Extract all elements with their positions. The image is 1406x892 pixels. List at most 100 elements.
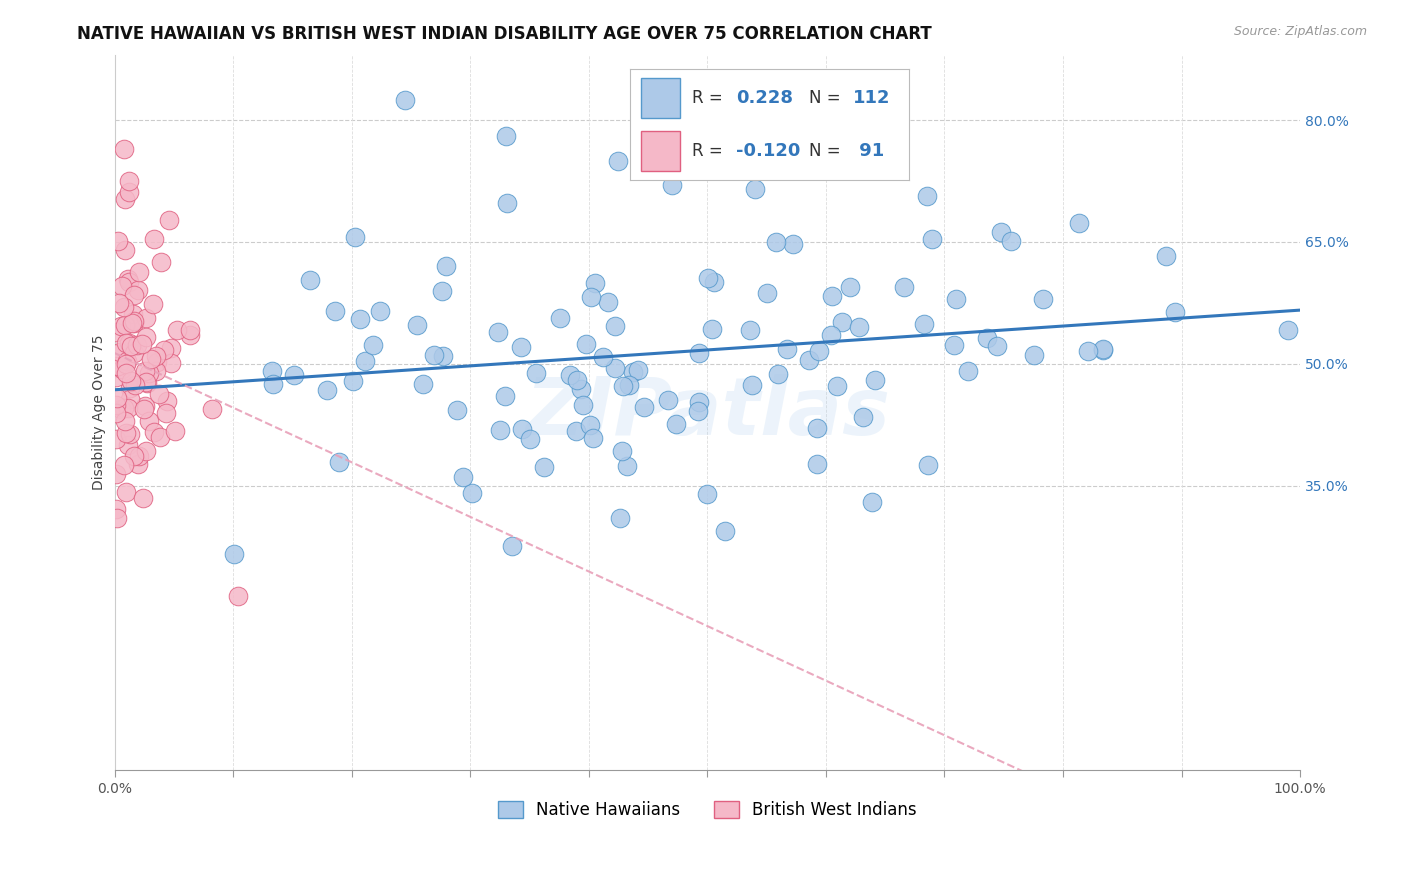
Point <box>714 524 737 538</box>
Point <box>111 279 134 293</box>
Point <box>110 401 132 416</box>
Point <box>1164 305 1187 319</box>
Point <box>104 370 127 384</box>
Point <box>124 316 146 330</box>
Point <box>596 295 619 310</box>
Point <box>107 235 129 249</box>
Point <box>519 433 541 447</box>
Point <box>142 425 165 439</box>
Point <box>125 338 148 352</box>
Point <box>579 290 602 304</box>
Point <box>616 458 638 473</box>
Text: Source: ZipAtlas.com: Source: ZipAtlas.com <box>1233 25 1367 38</box>
Point <box>153 343 176 357</box>
Point <box>110 362 132 376</box>
Point <box>688 395 710 409</box>
Point <box>558 368 581 382</box>
Point <box>533 459 555 474</box>
Point <box>148 387 170 401</box>
Point <box>610 444 633 458</box>
Point <box>316 383 339 397</box>
Point <box>1022 347 1045 361</box>
Point <box>122 345 145 359</box>
Point <box>738 323 761 337</box>
Point <box>120 339 142 353</box>
Point <box>298 273 321 287</box>
Point <box>165 424 187 438</box>
Point <box>1032 292 1054 306</box>
Point <box>145 350 167 364</box>
Point <box>201 401 224 416</box>
Point <box>766 368 789 382</box>
Point <box>912 317 935 331</box>
Point <box>621 365 644 379</box>
Point <box>688 345 710 359</box>
Point <box>108 296 131 310</box>
Point <box>226 589 249 603</box>
Point <box>112 142 135 156</box>
Point <box>131 337 153 351</box>
Point <box>118 275 141 289</box>
Point <box>179 323 201 337</box>
Point <box>283 368 305 382</box>
Point <box>114 318 136 332</box>
Point <box>661 178 683 193</box>
Point <box>945 292 967 306</box>
Point <box>105 347 128 361</box>
Point <box>105 325 128 339</box>
Point <box>132 491 155 506</box>
Point <box>118 174 141 188</box>
Point <box>344 229 367 244</box>
Point <box>112 458 135 472</box>
Point <box>921 232 943 246</box>
Point <box>110 345 132 359</box>
Point <box>128 449 150 463</box>
Point <box>461 485 484 500</box>
Point <box>957 364 980 378</box>
Point <box>575 337 598 351</box>
Point <box>1091 343 1114 357</box>
Point <box>118 185 141 199</box>
Point <box>118 336 141 351</box>
Point <box>688 403 710 417</box>
Point <box>122 288 145 302</box>
Point <box>412 376 434 391</box>
Point <box>696 487 718 501</box>
Point <box>1277 323 1299 337</box>
Point <box>142 297 165 311</box>
Point <box>986 339 1008 353</box>
Point <box>806 457 828 471</box>
Point <box>110 319 132 334</box>
Point <box>104 432 127 446</box>
Point <box>605 318 627 333</box>
Point <box>744 182 766 196</box>
Point <box>120 375 142 389</box>
Point <box>548 311 571 326</box>
Point <box>150 255 173 269</box>
Point <box>222 547 245 561</box>
Point <box>430 284 453 298</box>
Point <box>114 193 136 207</box>
Point <box>122 307 145 321</box>
Point <box>115 484 138 499</box>
Point <box>114 358 136 372</box>
Point <box>852 409 875 424</box>
Point <box>107 359 129 373</box>
Point <box>112 300 135 314</box>
Point <box>495 389 517 403</box>
Point <box>776 342 799 356</box>
Point <box>607 153 630 168</box>
Point <box>262 364 284 378</box>
Point <box>114 244 136 258</box>
Point <box>582 431 605 445</box>
Point <box>567 373 589 387</box>
Point <box>915 188 938 202</box>
Point <box>127 457 149 471</box>
Point <box>446 403 468 417</box>
Point <box>569 382 592 396</box>
Point <box>112 401 135 415</box>
Point <box>120 426 142 441</box>
Point <box>486 325 509 339</box>
Point <box>839 280 862 294</box>
Text: ZIPatlas: ZIPatlas <box>524 374 890 451</box>
